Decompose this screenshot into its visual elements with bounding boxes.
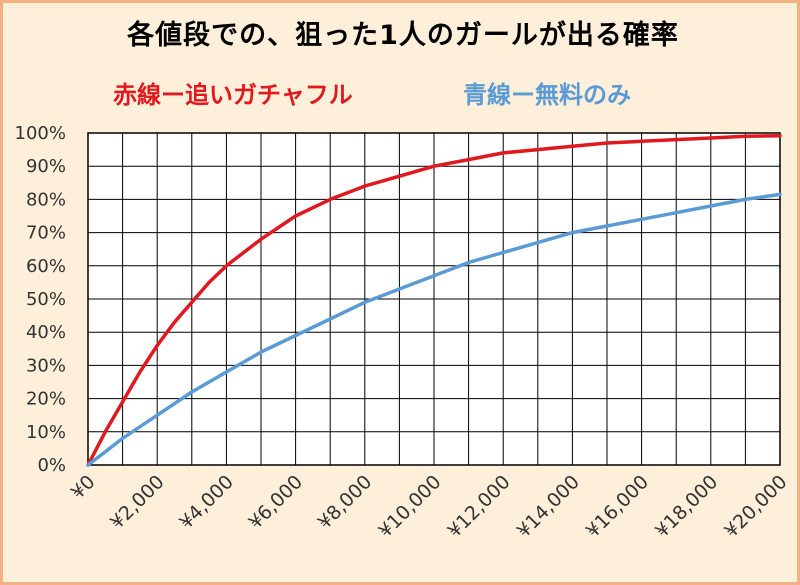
y-tick-label: 0% xyxy=(37,455,66,476)
x-tick-label: ¥6,000 xyxy=(245,471,308,534)
plot-border xyxy=(87,132,781,466)
y-tick-label: 60% xyxy=(26,256,66,277)
x-tick-label: ¥4,000 xyxy=(175,471,238,534)
x-tick-label: ¥20,000 xyxy=(720,471,791,542)
x-tick-label: ¥0 xyxy=(67,471,100,504)
x-tick-label: ¥16,000 xyxy=(582,471,653,542)
legend-entry-red: 赤線ー追いガチャフル xyxy=(113,81,353,109)
y-tick-label: 90% xyxy=(26,156,66,177)
y-tick-label: 10% xyxy=(26,422,66,443)
x-tick-label: ¥18,000 xyxy=(651,471,722,542)
x-tick-label: ¥8,000 xyxy=(314,471,377,534)
legend-entry-blue: 青線ー無料のみ xyxy=(463,81,631,109)
y-tick-label: 70% xyxy=(26,223,66,244)
y-tick-label: 40% xyxy=(26,322,66,343)
x-tick-label: ¥10,000 xyxy=(374,471,445,542)
y-tick-label: 50% xyxy=(26,289,66,310)
y-tick-label: 80% xyxy=(26,189,66,210)
y-tick-label: 30% xyxy=(26,355,66,376)
x-tick-label: ¥2,000 xyxy=(106,471,169,534)
series-line-blue xyxy=(86,192,782,467)
y-tick-label: 20% xyxy=(26,389,66,410)
series-line-red xyxy=(86,133,782,467)
x-tick-label: ¥14,000 xyxy=(513,471,584,542)
x-tick-label: ¥12,000 xyxy=(444,471,515,542)
chart-title: 各値段での、狙った1人のガールが出る確率 xyxy=(127,20,679,51)
y-tick-label: 100% xyxy=(15,123,66,144)
